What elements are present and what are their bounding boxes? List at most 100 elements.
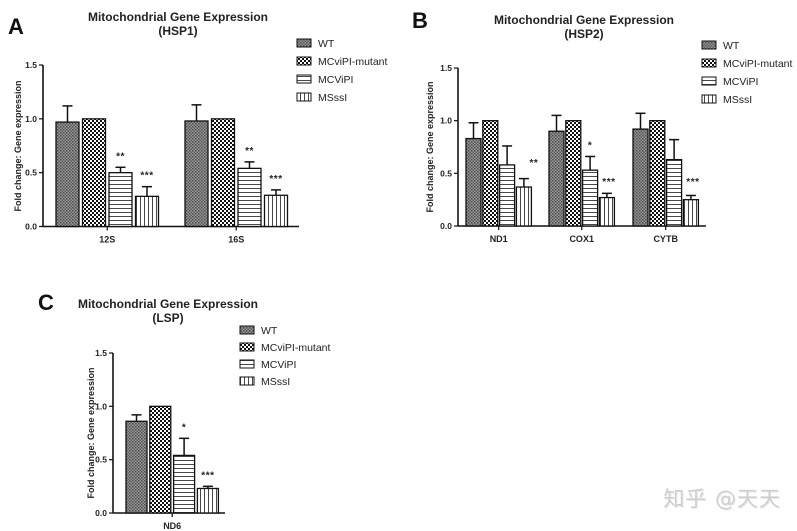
legend-item: MCViPI xyxy=(701,76,758,88)
bar-mcvipi xyxy=(665,158,683,227)
significance-marker: *** xyxy=(201,470,214,481)
significance-marker: * xyxy=(588,140,592,151)
legend-swatch-icon xyxy=(296,56,312,66)
x-category-label: COX1 xyxy=(569,234,594,244)
y-tick-label: 0.5 xyxy=(440,168,452,178)
bar-mcvipi xyxy=(108,172,133,228)
bar-mcvipi-mutant xyxy=(210,118,236,228)
bar-mcvipi xyxy=(581,169,599,227)
legend-item: WT xyxy=(239,325,278,337)
bar-wt xyxy=(125,420,148,514)
legend-swatch-icon xyxy=(239,359,255,369)
legend-swatch-icon xyxy=(296,38,312,48)
panel-letter-b: B xyxy=(412,8,428,33)
y-axis-label-a: Fold change: Gene expression xyxy=(13,80,23,211)
bar-mcvipi-mutant xyxy=(149,405,172,514)
legend-swatch-icon xyxy=(701,58,717,68)
y-axis-label-c: Fold change: Gene expression xyxy=(86,367,96,498)
bar-msssi xyxy=(682,199,700,227)
bar-wt xyxy=(548,130,565,227)
bar-wt xyxy=(55,121,80,228)
legend-item: MSssI xyxy=(296,92,347,104)
bar-mcvipi xyxy=(172,454,196,514)
legend-swatch-icon xyxy=(296,74,312,84)
chart-title-a: Mitochondrial Gene Expression xyxy=(88,10,268,24)
legend-label: MSssI xyxy=(723,94,752,106)
bar-mcvipi-mutant xyxy=(649,120,666,227)
x-category-label: ND6 xyxy=(163,521,181,531)
bars-b: ****** *** xyxy=(465,112,700,227)
panel-letter-a: A xyxy=(8,14,24,39)
y-tick-label: 0.0 xyxy=(95,508,107,518)
legend-item: MSssI xyxy=(701,94,752,106)
legend-item: MCViPI xyxy=(296,74,353,86)
bar-mcvipi-mutant xyxy=(81,118,107,228)
legend-item: MSssI xyxy=(239,376,290,388)
bar-mcvipi xyxy=(498,164,516,227)
legend-a: WT MCviPI-mutant MCViPI MSssI xyxy=(296,38,388,104)
y-tick-label: 0.5 xyxy=(95,455,107,465)
significance-marker: *** xyxy=(686,177,699,188)
y-tick-label: 1.0 xyxy=(440,116,452,126)
significance-marker: *** xyxy=(269,174,282,185)
panel-b: B Mitochondrial Gene Expression (HSP2) F… xyxy=(412,8,793,244)
y-tick-label: 1.5 xyxy=(25,60,37,70)
legend-label: MCViPI xyxy=(261,359,296,371)
legend-item: MCviPI-mutant xyxy=(701,58,793,70)
y-tick-label: 1.5 xyxy=(440,63,452,73)
legend-swatch-icon xyxy=(239,342,255,352)
x-category-label: CYTB xyxy=(653,234,678,244)
bars-c: **** xyxy=(125,405,220,514)
legend-label: MSssI xyxy=(261,376,290,388)
y-tick-label: 1.5 xyxy=(95,348,107,358)
chart-subtitle-c: (LSP) xyxy=(152,311,183,325)
watermark: 知乎 @天天 xyxy=(663,487,781,511)
bar-mcvipi xyxy=(237,167,262,228)
panel-a: A Mitochondrial Gene Expression (HSP1) F… xyxy=(8,10,388,245)
legend-label: MCviPI-mutant xyxy=(723,58,793,70)
bars-a: ********** xyxy=(55,104,289,228)
y-tick-label: 1.0 xyxy=(25,114,37,124)
legend-swatch-icon xyxy=(701,76,717,86)
y-tick-label: 1.0 xyxy=(95,401,107,411)
legend-swatch-icon xyxy=(239,325,255,335)
legend-swatch-icon xyxy=(239,376,255,386)
significance-marker: ** xyxy=(245,146,254,157)
y-tick-label: 0.0 xyxy=(25,222,37,232)
legend-swatch-icon xyxy=(701,40,717,50)
significance-marker: ** xyxy=(116,151,125,162)
legend-label: WT xyxy=(318,38,335,50)
bar-mcvipi-mutant xyxy=(565,120,582,227)
legend-label: WT xyxy=(723,40,740,52)
legend-label: MCviPI-mutant xyxy=(261,342,331,354)
bar-mcvipi-mutant xyxy=(482,120,499,227)
x-category-label: ND1 xyxy=(490,234,508,244)
legend-item: WT xyxy=(296,38,335,50)
bar-msssi xyxy=(598,196,616,227)
y-tick-label: 0.0 xyxy=(440,221,452,231)
y-tick-label: 0.5 xyxy=(25,168,37,178)
bar-wt xyxy=(465,137,482,227)
legend-item: WT xyxy=(701,40,740,52)
panel-letter-c: C xyxy=(38,290,54,315)
legend-swatch-icon xyxy=(296,92,312,102)
bar-msssi xyxy=(263,194,289,228)
chart-title-c: Mitochondrial Gene Expression xyxy=(78,297,258,311)
bar-wt xyxy=(632,128,649,227)
chart-subtitle-a: (HSP1) xyxy=(158,24,197,38)
legend-label: MCViPI xyxy=(723,76,758,88)
legend-label: MCviPI-mutant xyxy=(318,56,388,68)
bar-msssi xyxy=(515,186,533,227)
bar-msssi xyxy=(134,195,160,228)
legend-c: WT MCviPI-mutant MCViPI MSssI xyxy=(239,325,331,388)
chart-title-b: Mitochondrial Gene Expression xyxy=(494,13,674,27)
x-category-label: 12S xyxy=(99,235,115,245)
x-category-label: 16S xyxy=(228,235,244,245)
significance-marker: ** xyxy=(530,158,539,169)
legend-label: MSssI xyxy=(318,92,347,104)
legend-label: WT xyxy=(261,325,278,337)
significance-marker: *** xyxy=(602,177,615,188)
chart-subtitle-b: (HSP2) xyxy=(564,27,603,41)
y-axis-label-b: Fold change: Gene expression xyxy=(425,81,435,212)
legend-label: MCViPI xyxy=(318,74,353,86)
